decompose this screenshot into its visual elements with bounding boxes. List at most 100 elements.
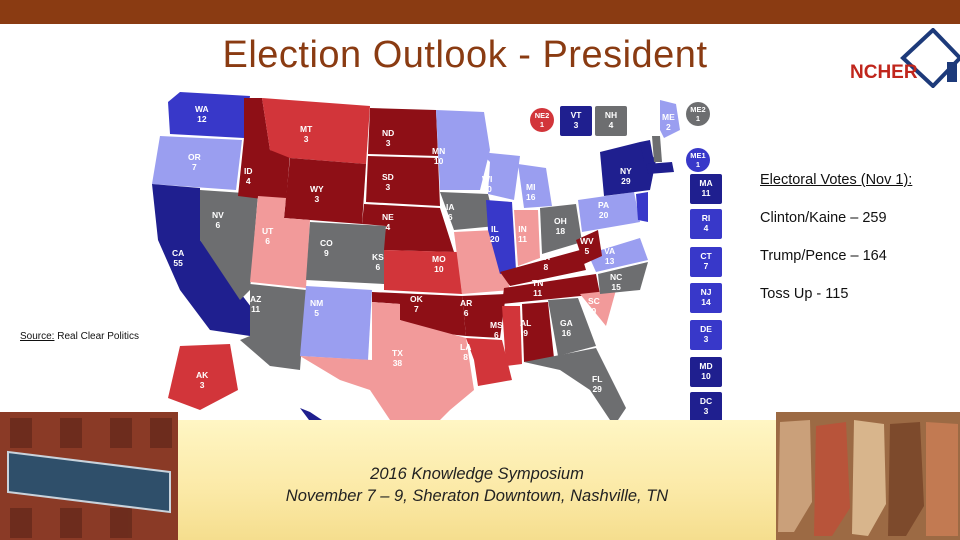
state-sd [366,156,440,206]
label-va: VA 13 [604,246,616,266]
state-tn [502,274,600,304]
state-al [522,302,554,362]
state-nj [636,192,648,222]
source-label: Source: [20,331,55,342]
state-sc [580,290,616,326]
label-or: OR 7 [188,152,201,172]
badge-md: MD 10 [690,357,722,387]
state-nh [652,136,662,162]
badge-nj: NJ 14 [690,283,722,313]
source-text: Real Clear Politics [54,331,139,342]
legend-clinton: Clinton/Kaine – 259 [760,210,887,226]
state-mn [436,110,490,190]
badge-ri: RI 4 [690,209,722,239]
state-nm [300,286,372,360]
map-svg [152,92,680,440]
state-ak [168,344,238,410]
label-ak: AK 3 [196,370,209,390]
label-ny: NY 29 [620,166,632,186]
footer-line-1: 2016 Knowledge Symposium [370,465,584,483]
state-id [238,98,290,202]
state-ms [502,306,522,366]
label-az: AZ 11 [250,294,262,314]
legend-trump: Trump/Pence – 164 [760,248,887,264]
label-al: AL 9 [520,318,532,338]
state-nc [598,262,648,294]
label-ga: GA 16 [560,318,573,338]
state-il [486,200,516,274]
label-nc: NC 15 [610,272,623,292]
badge-vt: VT 3 [560,106,592,136]
label-wa: WA 12 [195,104,209,124]
label-ne: NE 4 [382,212,394,232]
label-ia: IA 6 [446,202,455,222]
state-wa [168,92,250,138]
state-me [660,100,680,138]
label-mt: MT 3 [300,124,313,144]
label-la: LA 8 [460,342,472,362]
badge-dc: DC 3 [690,392,722,422]
label-tx: TX 38 [392,348,403,368]
state-ia [440,192,496,230]
us-electoral-map: WA 12 OR 7 CA 55 NV 6 ID 4 MT 3 WY 3 UT 6 AZ 11 C… [140,90,760,440]
state-or [152,136,242,190]
state-nv [200,190,258,300]
label-il: IL 20 [490,224,500,244]
label-ok: OK 7 [410,294,423,314]
state-pa [578,192,640,232]
state-ut [250,196,310,288]
state-ny [600,142,656,196]
house-diamond-icon [900,27,960,89]
label-sd: SD 3 [382,172,394,192]
state-la [466,338,512,386]
state-va [588,238,648,272]
footer-text: 2016 Knowledge Symposium November 7 – 9,… [178,463,776,507]
state-ks [384,250,462,294]
source-note: Source: Real Clear Politics [20,331,139,342]
label-fl: FL 29 [592,374,603,394]
label-pa: PA 20 [598,200,610,220]
badge-ct: CT 7 [690,247,722,277]
label-tn: TN 11 [532,278,544,298]
state-ar [462,294,506,338]
state-wi [480,152,520,200]
label-wi: WI 10 [482,174,493,194]
state-vt [640,140,654,162]
label-mo: MO 10 [432,254,446,274]
nashville-sign-photo [0,412,178,540]
label-mn: MN 10 [432,146,446,166]
badge-de: DE 3 [690,320,722,350]
nashville-sign-image [0,412,178,540]
state-in [514,210,540,266]
cowboy-boots-photo [776,412,960,540]
badge-nh: NH 4 [595,106,627,136]
label-mi: MI 16 [526,182,536,202]
label-ks: KS 6 [372,252,384,272]
label-co: CO 9 [320,238,333,258]
electoral-votes-legend: Electoral Votes (Nov 1): Clinton/Kaine –… [760,172,950,324]
state-co [306,222,386,284]
label-oh: OH 18 [554,216,567,236]
label-nv: NV 6 [212,210,224,230]
state-wy [284,158,366,224]
badge-me1: ME1 1 [686,148,710,172]
state-mt [262,98,370,164]
badge-ma: MA 11 [690,174,722,204]
state-az [240,284,306,370]
legend-tossup: Toss Up - 115 [760,286,849,302]
state-ma [646,162,674,174]
label-ar: AR 6 [460,298,473,318]
label-sc: SC 9 [588,296,600,316]
label-nm: NM 5 [310,298,324,318]
state-nd [368,108,438,156]
label-ca: CA 55 [172,248,185,268]
badge-me2: ME2 1 [686,102,710,126]
footer-band [178,420,776,540]
top-accent-bar [0,0,960,24]
label-ut: UT 6 [262,226,274,246]
state-mi [518,164,552,208]
state-ky [500,250,586,286]
logo-text: NCHER [850,62,918,83]
label-wy: WY 3 [310,184,324,204]
state-ok [372,292,466,336]
